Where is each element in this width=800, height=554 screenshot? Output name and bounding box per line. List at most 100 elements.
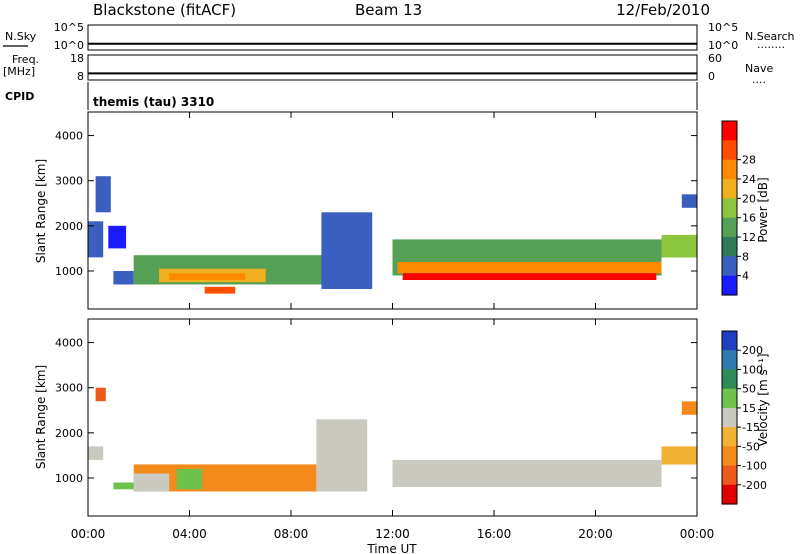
power-panel-echo-region-12: [661, 234, 697, 258]
velocity-panel-ytick-label-3: 4000: [55, 337, 83, 350]
velocity-panel-colorbar-swatch-6: [722, 446, 737, 467]
date-label: 12/Feb/2010: [616, 1, 710, 19]
velocity-y-axis: 1000 2000 3000 4000: [55, 337, 697, 485]
velocity-panel-colorbar-label-7: -200: [742, 479, 767, 492]
noise-right-tick-bottom: 10^0: [708, 39, 738, 52]
power-panel-colorbar-label-6: 28: [742, 154, 756, 167]
nsearch-label: N.Search: [745, 30, 795, 43]
power-panel-echo-region-2: [108, 225, 127, 249]
x-tick-label-6: 00:00: [680, 527, 715, 541]
nave-label: Nave: [745, 62, 773, 75]
power-panel-colorbar-swatch-7: [722, 140, 737, 161]
x-tick-label-3: 12:00: [375, 527, 410, 541]
velocity-panel-colorbar-swatch-8: [722, 484, 737, 505]
power-panel-colorbar-label-5: 24: [742, 173, 756, 186]
velocity-panel-colorbar-swatch-4: [722, 407, 737, 428]
power-panel-colorbar-swatch-2: [722, 237, 737, 257]
x-tick-label-1: 04:00: [172, 527, 207, 541]
power-panel-echo-region-8: [321, 212, 373, 289]
velocity-panel-colorbar-label-3: 15: [742, 402, 756, 415]
power-panel-echo-region-13: [681, 194, 697, 208]
velocity-panel-echo-region-8: [661, 446, 697, 465]
beam-label: Beam 13: [355, 1, 422, 19]
power-colorbar: 4 8 12 16 20 24 28: [721, 120, 756, 296]
power-panel-colorbar-label-3: 16: [742, 212, 756, 225]
x-axis-label: Time UT: [366, 542, 417, 554]
velocity-panel-echo-region-6: [316, 419, 368, 492]
velocity-panel-colorbar-swatch-0: [722, 331, 737, 351]
noise-panel-frame: [87, 24, 698, 51]
station-title: Blackstone (fitACF): [93, 1, 236, 19]
velocity-panel-echo-region-9: [681, 401, 697, 415]
nsky-label: N.Sky: [5, 30, 37, 43]
power-panel-colorbar-swatch-0: [722, 275, 737, 296]
power-panel-ytick-label-0: 1000: [55, 265, 83, 278]
x-tick-label-2: 08:00: [274, 527, 309, 541]
velocity-panel-colorbar-swatch-1: [722, 350, 737, 370]
power-panel-echo-region-6: [169, 273, 246, 280]
velocity-colorbar-label: Velocity [m s⁻¹]: [756, 353, 770, 446]
power-panel-ytick-label-2: 3000: [55, 175, 83, 188]
velocity-panel-colorbar-swatch-5: [722, 427, 737, 447]
velocity-panel-colorbar-label-5: -50: [742, 440, 760, 453]
power-panel-echo-region-0: [88, 221, 104, 258]
velocity-plot-area: [88, 387, 697, 492]
freq-panel-frame: [87, 54, 698, 81]
velocity-panel-colorbar-frame: [721, 330, 738, 505]
velocity-panel-colorbar-swatch-3: [722, 388, 737, 409]
velocity-panel-echo-region-2: [113, 482, 134, 490]
velocity-panel-ytick-label-0: 1000: [55, 472, 83, 485]
power-panel-colorbar-label-4: 20: [742, 192, 756, 205]
power-panel-colorbar-swatch-8: [722, 121, 737, 141]
power-panel-colorbar-swatch-6: [722, 159, 737, 180]
velocity-panel-colorbar-swatch-7: [722, 465, 737, 486]
freq-label: Freq.: [12, 53, 39, 66]
nave-legend-dots: ....: [752, 73, 766, 86]
velocity-panel-colorbar-label-4: -15: [742, 421, 760, 434]
power-y-axis-label: Slant Range [km]: [34, 159, 48, 263]
power-panel-colorbar-label-2: 12: [742, 231, 756, 244]
power-panel-ytick-label-3: 4000: [55, 130, 83, 143]
velocity-panel-ytick-label-2: 3000: [55, 382, 83, 395]
velocity-panel: 1000 2000 3000 4000 Slant Range [km] 200 100…: [34, 318, 770, 517]
power-y-axis: 1000 2000 3000 4000: [55, 130, 697, 278]
x-tick-label-0: 00:00: [71, 527, 106, 541]
velocity-colorbar: 200 100 50 15 -15 -50 -100 -200: [721, 330, 767, 505]
velocity-panel-ytick-label-1: 2000: [55, 427, 83, 440]
noise-left-tick-top: 10^5: [54, 21, 84, 34]
noise-left-tick-bottom: 10^0: [54, 39, 84, 52]
velocity-panel-echo-region-5: [176, 469, 203, 490]
power-panel: 1000 2000 3000 4000 Slant Range [km] 4 8 12 16…: [34, 111, 770, 310]
power-panel-echo-region-1: [95, 176, 111, 213]
velocity-panel-colorbar-label-6: -100: [742, 460, 767, 473]
velocity-panel-echo-region-4: [133, 473, 170, 492]
freq-left-tick-bottom: 8: [77, 70, 84, 83]
x-tick-label-4: 16:00: [477, 527, 512, 541]
freq-nave-panel: Freq. [MHz] 18 8 60 0 Nave ....: [3, 52, 773, 86]
velocity-panel-colorbar-label-0: 200: [742, 344, 763, 357]
nave-right-tick-bottom: 0: [708, 70, 715, 83]
power-panel-echo-region-10: [397, 262, 662, 274]
velocity-panel-echo-region-0: [88, 446, 104, 460]
power-panel-colorbar-label-1: 8: [742, 250, 749, 263]
velocity-y-axis-label: Slant Range [km]: [34, 365, 48, 469]
noise-panel: N.Sky 10^5 10^0 10^5 10^0 N.Search .....…: [3, 21, 795, 52]
x-tick-label-5: 20:00: [578, 527, 613, 541]
power-panel-echo-region-11: [402, 273, 657, 280]
power-panel-colorbar-frame: [721, 120, 738, 296]
noise-right-tick-top: 10^5: [708, 21, 738, 34]
cpid-value: themis (tau) 3310: [93, 95, 214, 109]
velocity-panel-echo-region-1: [95, 387, 106, 402]
power-panel-colorbar-swatch-1: [722, 256, 737, 277]
power-panel-colorbar-swatch-3: [722, 217, 737, 238]
power-panel-colorbar-label-0: 4: [742, 270, 749, 283]
power-plot-area: [88, 176, 697, 294]
velocity-panel-colorbar-swatch-2: [722, 369, 737, 390]
velocity-panel-echo-region-7: [392, 459, 662, 487]
power-panel-ytick-label-1: 2000: [55, 220, 83, 233]
power-colorbar-label: Power [dB]: [756, 177, 770, 242]
freq-left-tick-top: 18: [70, 52, 84, 65]
nsearch-legend-dots: ........: [757, 38, 785, 51]
velocity-panel-colorbar-label-2: 50: [742, 383, 756, 396]
